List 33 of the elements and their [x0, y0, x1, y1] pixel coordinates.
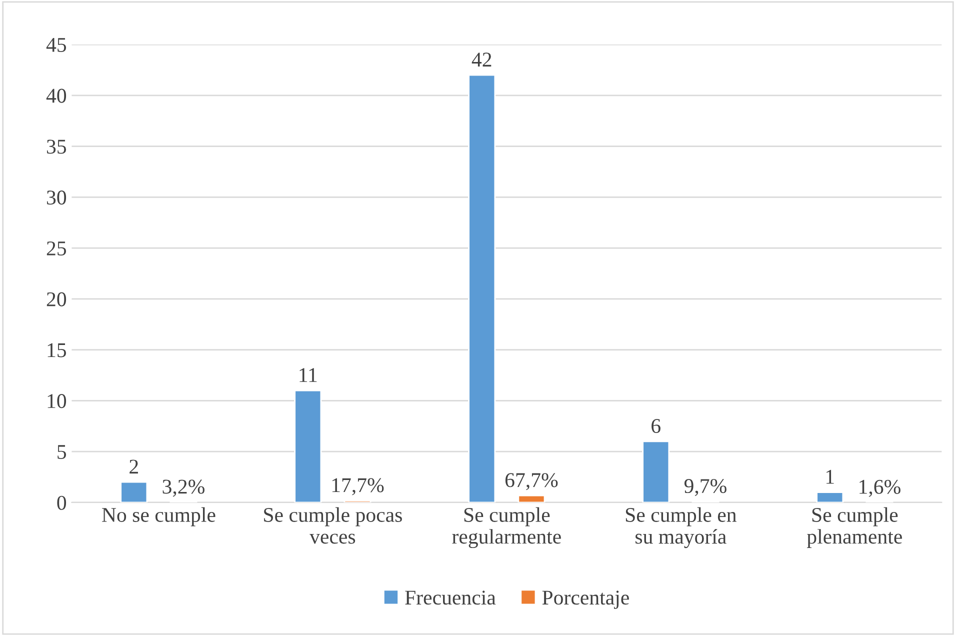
- data-label: 42: [472, 52, 492, 66]
- y-tick-label: 25: [46, 241, 66, 256]
- bar: [294, 390, 322, 502]
- data-label: 67,7%: [505, 473, 558, 490]
- data-label: 17,7%: [332, 478, 384, 496]
- y-tick-label: 35: [47, 140, 66, 154]
- y-tick-label: 30: [47, 190, 66, 205]
- legend-label: Frecuencia: [405, 590, 496, 605]
- x-tick-label: Se cumple plenamente: [806, 507, 902, 548]
- y-tick-label: 15: [48, 343, 66, 358]
- bar: [642, 440, 670, 502]
- data-label: 11: [300, 368, 317, 382]
- legend-label: Porcentaje: [542, 590, 629, 609]
- y-tick-label: 5: [58, 445, 66, 459]
- bar: [518, 494, 546, 502]
- x-tick-label: Se cumple en su mayoría: [626, 507, 736, 548]
- y-tick-label: 20: [46, 292, 66, 306]
- bar: [468, 74, 496, 502]
- x-tick-label: No se cumple: [102, 507, 216, 526]
- data-label: 6: [652, 418, 660, 433]
- y-tick-label: 10: [48, 394, 66, 408]
- data-label: 1,6%: [860, 480, 900, 497]
- data-label: 9,7%: [684, 478, 726, 496]
- x-tick-label: Se cumple regularmente: [452, 507, 561, 548]
- data-label: 2: [130, 460, 138, 474]
- y-tick-label: 40: [46, 88, 66, 103]
- bar: [120, 481, 148, 502]
- x-tick-label: Se cumple pocas veces: [264, 507, 402, 544]
- y-tick-label: 0: [57, 496, 66, 510]
- y-tick-label: 45: [46, 38, 66, 52]
- data-label: 3,2%: [162, 480, 204, 497]
- bar: [816, 492, 844, 502]
- data-label: 1: [826, 470, 834, 484]
